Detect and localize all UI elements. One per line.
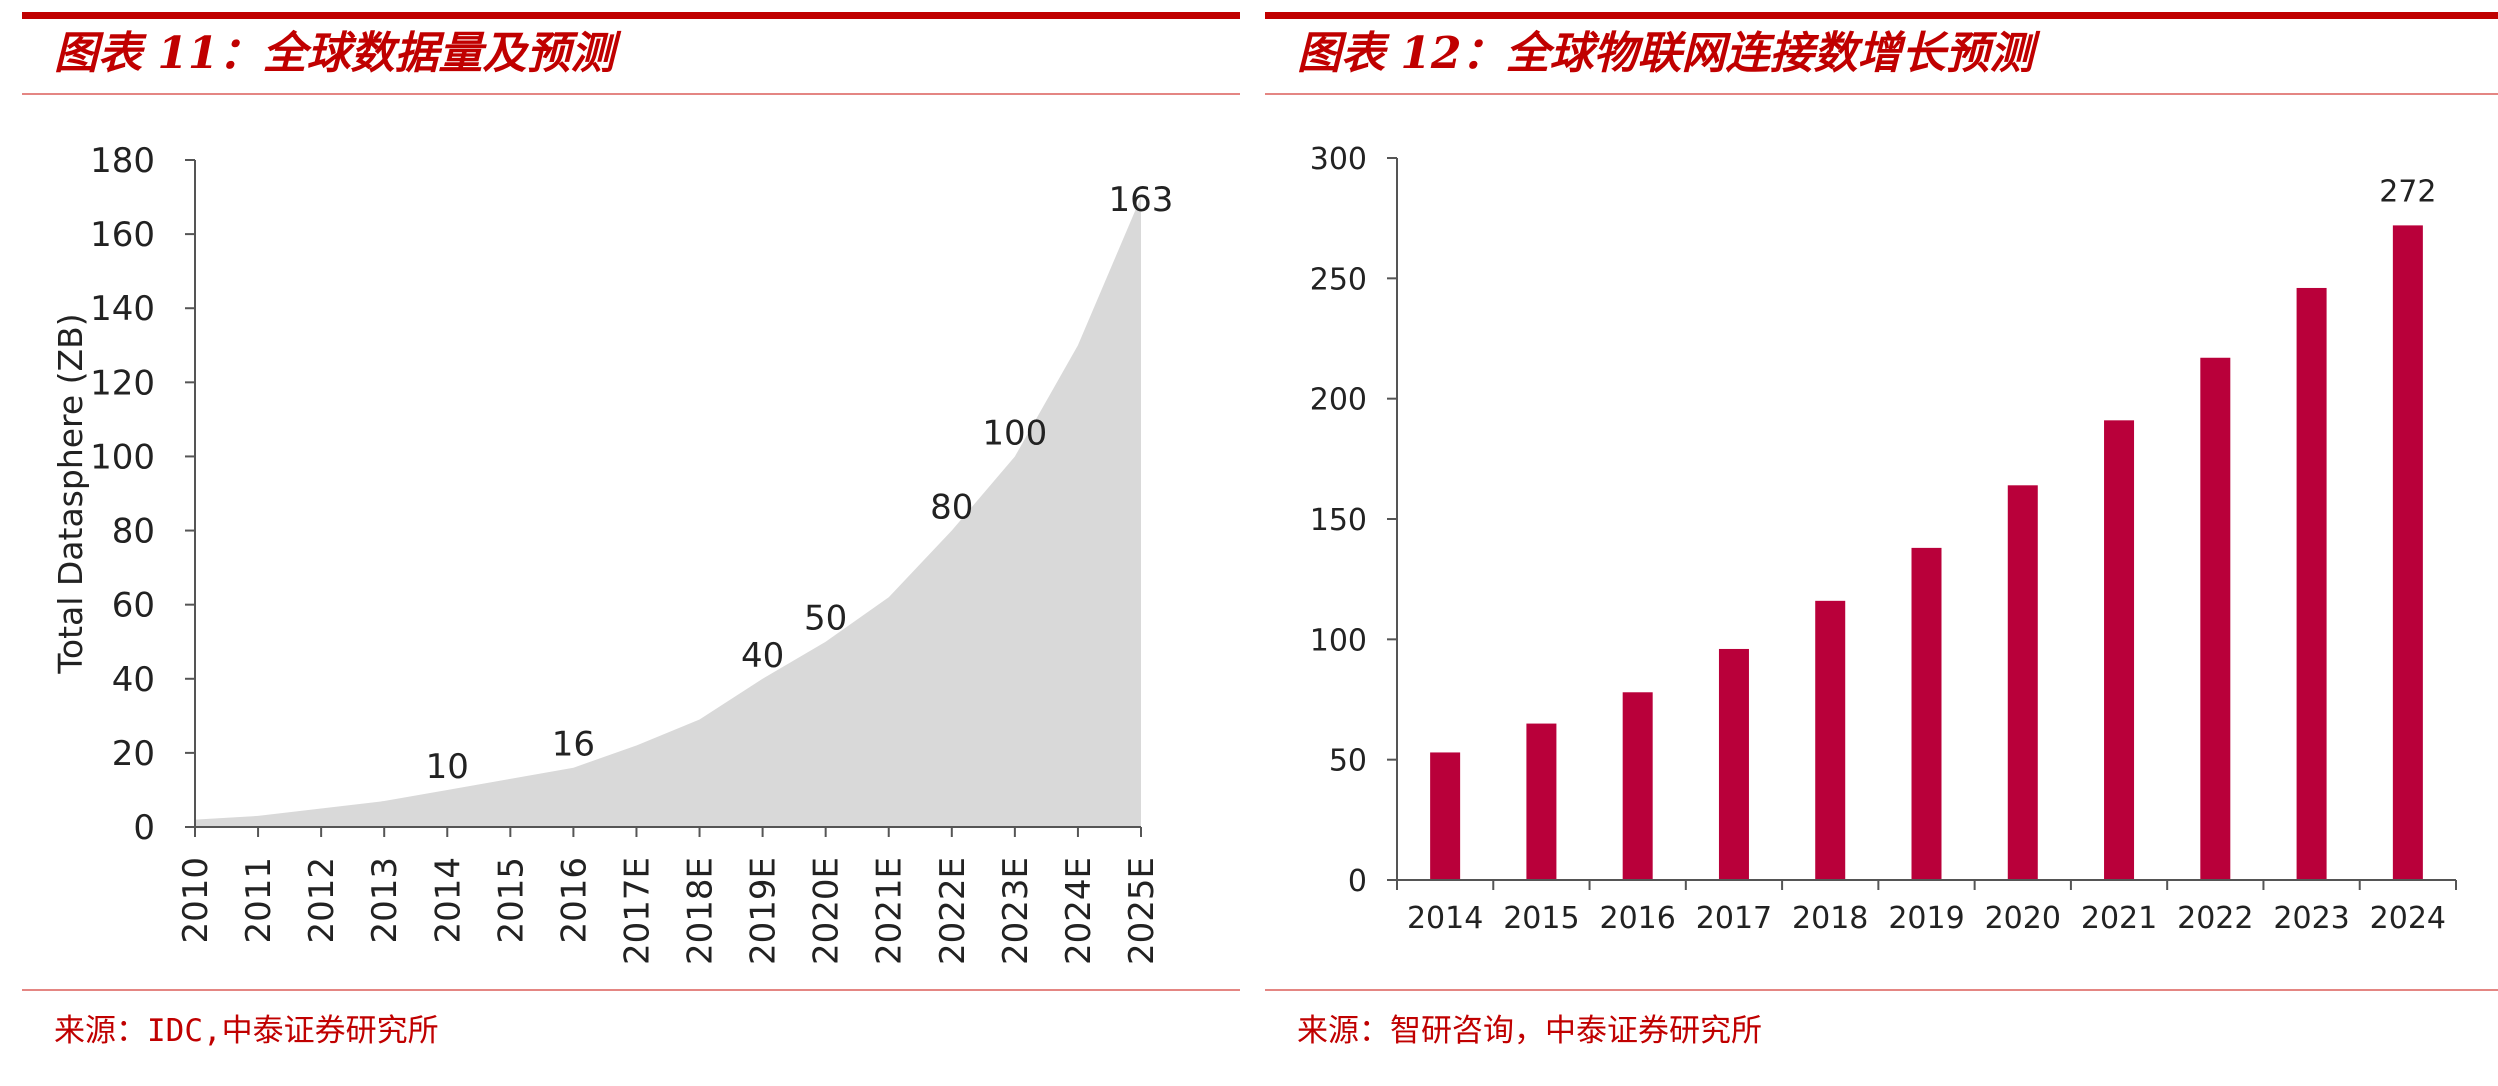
- y-tick-label: 300: [1310, 142, 1367, 177]
- data-label: 40: [741, 636, 784, 676]
- y-tick-label: 160: [90, 215, 155, 255]
- y-tick-label: 50: [1329, 744, 1367, 779]
- x-tick-label: 2020: [1985, 901, 2061, 936]
- y-tick-label: 250: [1310, 262, 1367, 297]
- top-rule: [1265, 12, 2498, 19]
- bar: [2392, 225, 2423, 880]
- iot-connections-bar-chart: 0 50 100 150 200 250 300 2014 2015 2016 2017 2018 20…: [1310, 142, 2457, 936]
- x-tick-label: 2024E: [1059, 857, 1099, 965]
- x-tick-label: 2025E: [1122, 857, 1162, 965]
- y-tick-label: 20: [112, 734, 155, 774]
- data-label: 163: [1109, 180, 1174, 220]
- x-tick-label: 2024: [2370, 901, 2446, 936]
- x-tick-label: 2018: [1792, 901, 1868, 936]
- y-tick-label: 100: [90, 437, 155, 477]
- y-tick-label: 100: [1310, 623, 1367, 658]
- x-tick-label: 2020E: [807, 857, 847, 965]
- datasphere-area: [195, 197, 1141, 828]
- y-tick-label: 150: [1310, 503, 1367, 538]
- data-label: 80: [930, 488, 973, 528]
- x-tick-label: 2015: [1503, 901, 1579, 936]
- bar: [1718, 648, 1749, 880]
- x-tick-label: 2013: [365, 857, 405, 944]
- data-label: 16: [552, 725, 595, 765]
- x-tick-label: 2019: [1888, 901, 1964, 936]
- title-rule: [1265, 93, 2498, 95]
- x-tick-label: 2017: [1696, 901, 1772, 936]
- bar: [2104, 420, 2135, 880]
- title-rule: [22, 93, 1240, 95]
- bar: [1430, 752, 1461, 880]
- data-label: 10: [426, 747, 469, 787]
- x-tick-label: 2014: [428, 857, 468, 944]
- bar: [1815, 600, 1846, 880]
- y-tick-label: 140: [90, 289, 155, 329]
- data-label: 50: [804, 599, 847, 639]
- source-note: 来源：智研咨询，中泰证券研究所: [1297, 1013, 1762, 1049]
- x-tick-label: 2021: [2081, 901, 2157, 936]
- y-tick-label: 200: [1310, 383, 1367, 418]
- x-tick-label: 2022: [2177, 901, 2253, 936]
- x-tick-label: 2016: [1600, 901, 1676, 936]
- data-label: 100: [982, 413, 1047, 453]
- x-tick-label: 2010: [176, 857, 216, 944]
- y-axis-title: Total Datasphere (ZB): [51, 313, 90, 674]
- y-tick-label: 180: [90, 141, 155, 181]
- bar: [2007, 485, 2038, 880]
- bottom-rule: [22, 989, 1240, 991]
- x-tick-label: 2022E: [933, 857, 973, 965]
- bar: [1526, 723, 1557, 880]
- source-note: 来源：IDC,中泰证券研究所: [54, 1013, 439, 1049]
- left-figure-panel: 图表 11：全球数据量及预测 0 20 40 60 80 100 120 140 160 180 2…: [0, 0, 1240, 1086]
- right-figure-panel: 图表 12：全球物联网连接数增长预测 0 50 100 150 200 250 300 201…: [1265, 0, 2498, 1086]
- x-tick-label: 2019E: [744, 857, 784, 965]
- top-rule: [22, 12, 1240, 19]
- x-tick-label: 2021E: [870, 857, 910, 965]
- y-tick-label: 60: [112, 586, 155, 626]
- bar: [2200, 357, 2231, 881]
- x-tick-label: 2017E: [617, 857, 657, 965]
- x-tick-label: 2011: [239, 857, 279, 944]
- bar: [1911, 547, 1942, 880]
- y-tick-label: 0: [133, 808, 155, 848]
- y-tick-label: 80: [112, 512, 155, 552]
- x-tick-label: 2023: [2273, 901, 2349, 936]
- x-tick-label: 2018E: [681, 857, 721, 965]
- figure-title: 图表 11：全球数据量及预测: [54, 28, 615, 79]
- x-tick-label: 2023E: [996, 857, 1036, 965]
- y-tick-label: 40: [112, 660, 155, 700]
- bar: [2296, 287, 2327, 880]
- x-tick-label: 2014: [1407, 901, 1483, 936]
- data-label: 272: [2379, 174, 2436, 209]
- figure-title: 图表 12：全球物联网连接数增长预测: [1297, 28, 2034, 79]
- x-tick-label: 2012: [302, 857, 342, 944]
- bar: [1622, 692, 1653, 880]
- y-tick-label: 120: [90, 363, 155, 403]
- x-tick-label: 2016: [554, 857, 594, 944]
- bottom-rule: [1265, 989, 2498, 991]
- y-tick-label: 0: [1348, 864, 1367, 899]
- x-tick-label: 2015: [491, 857, 531, 944]
